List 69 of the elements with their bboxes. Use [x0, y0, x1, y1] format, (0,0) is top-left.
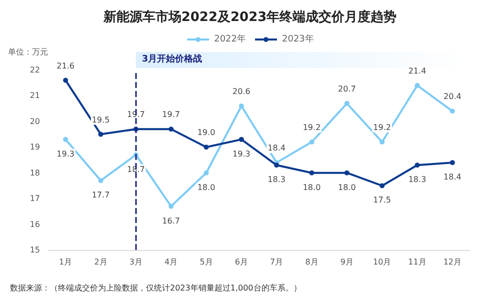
data-label: 19.7 — [162, 110, 180, 120]
data-label: 19.2 — [302, 123, 321, 132]
x-tick-label: 10月 — [372, 258, 392, 266]
data-label: 18.0 — [197, 182, 216, 192]
x-tick-label: 3月 — [129, 258, 142, 266]
data-label: 21.4 — [408, 66, 426, 76]
data-label: 19.3 — [56, 149, 74, 158]
x-tick-label: 11月 — [408, 258, 426, 266]
data-label: 18.3 — [268, 175, 286, 184]
data-label: 18.4 — [268, 144, 286, 153]
point — [238, 104, 244, 108]
data-label: 20.7 — [338, 84, 356, 94]
point — [344, 100, 350, 106]
data-label: 20.6 — [232, 87, 250, 96]
data-label: 18.0 — [302, 182, 321, 192]
y-tick-label: 20 — [30, 116, 40, 126]
point — [309, 170, 314, 176]
point — [63, 78, 68, 83]
point — [98, 132, 104, 137]
point — [204, 144, 209, 150]
x-tick-label: 4月 — [164, 258, 178, 266]
point — [344, 170, 350, 176]
y-tick-label: 15 — [30, 246, 40, 254]
ref-line-label: 3月开始价格战 — [142, 54, 202, 64]
point — [450, 160, 455, 166]
point — [380, 183, 385, 188]
data-label: 16.7 — [162, 216, 180, 226]
point — [309, 140, 314, 144]
point — [380, 140, 385, 144]
point — [168, 204, 174, 209]
data-label: 18.0 — [338, 182, 356, 192]
point — [168, 126, 174, 132]
data-label: 19.0 — [197, 128, 216, 138]
x-tick-label: 8月 — [305, 258, 318, 266]
legend-label: 2022年 — [214, 34, 246, 44]
data-label: 18.3 — [408, 175, 426, 184]
point — [98, 178, 104, 184]
y-tick-label: 18 — [30, 168, 40, 178]
y-tick-label: 21 — [30, 91, 40, 100]
point — [238, 136, 244, 142]
x-tick-label: 7月 — [270, 258, 284, 266]
x-tick-label: 12月 — [443, 258, 462, 266]
point — [274, 162, 280, 168]
y-axis-title: 单位：万元 — [8, 48, 48, 56]
y-tick-label: 19 — [30, 142, 40, 152]
y-tick-label: 17 — [30, 194, 40, 204]
source-note: 数据来源：（终端成交价为上险数据，仅统计2023年销量超过1,000台的车系。） — [10, 284, 302, 292]
data-label: 19.3 — [232, 149, 250, 158]
data-label: 19.2 — [373, 123, 391, 132]
x-tick-label: 1月 — [59, 258, 72, 266]
y-tick-label: 22 — [30, 66, 40, 74]
x-tick-label: 6月 — [234, 258, 248, 266]
point — [450, 108, 455, 114]
x-tick-label: 5月 — [200, 258, 213, 266]
point — [204, 170, 209, 176]
x-tick-label: 2月 — [94, 258, 108, 266]
data-label: 17.5 — [373, 196, 391, 205]
legend-label: 2023年 — [282, 34, 314, 44]
point — [63, 136, 68, 142]
data-label: 18.4 — [444, 172, 462, 182]
data-label: 20.4 — [444, 92, 462, 102]
x-tick-label: 9月 — [340, 258, 354, 266]
y-tick-label: 16 — [30, 220, 40, 229]
point — [414, 82, 420, 88]
data-label: 19.5 — [92, 115, 110, 124]
chart-title: 新能源车市场2022及2023年终端成交价月度趋势 — [102, 9, 397, 25]
data-label: 17.7 — [92, 190, 110, 200]
data-label: 21.6 — [56, 61, 74, 70]
point — [414, 162, 420, 168]
